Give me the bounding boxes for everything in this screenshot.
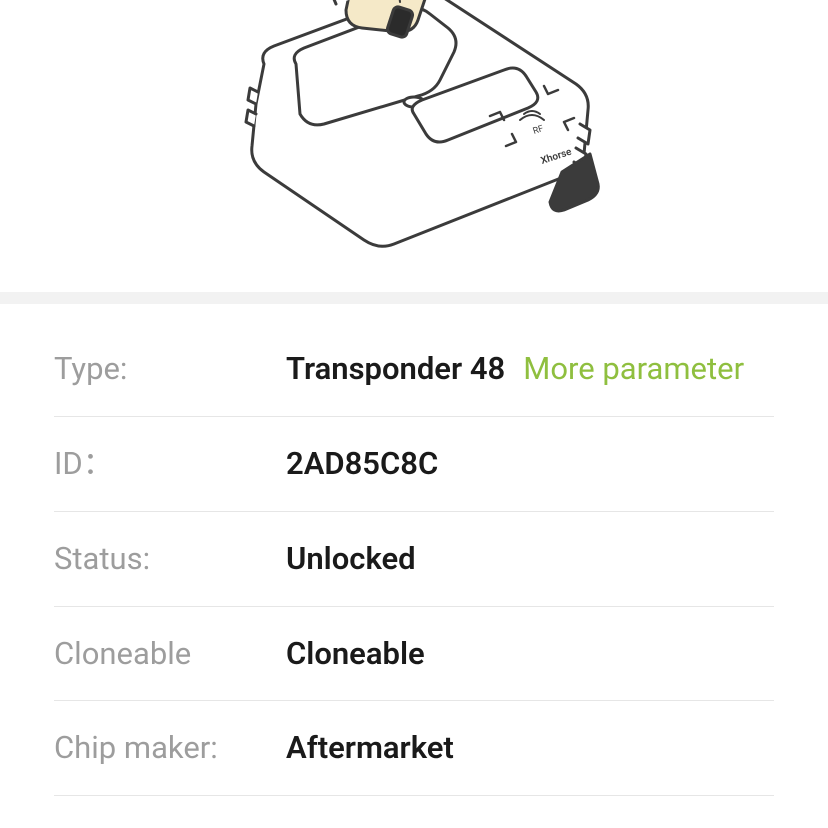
value-cloneable: Cloneable bbox=[286, 633, 425, 675]
info-table: Type: Transponder 48 More parameter ID： … bbox=[0, 304, 828, 796]
device-illustration: RF Xhorse bbox=[204, 0, 624, 274]
row-type: Type: Transponder 48 More parameter bbox=[54, 304, 774, 417]
label-id: ID： bbox=[54, 443, 286, 485]
row-id: ID： 2AD85C8C bbox=[54, 417, 774, 512]
label-type: Type: bbox=[54, 348, 286, 390]
label-status: Status: bbox=[54, 538, 286, 580]
value-type: Transponder 48 bbox=[286, 348, 505, 390]
device-illustration-area: RF Xhorse bbox=[0, 0, 828, 292]
row-status: Status: Unlocked bbox=[54, 512, 774, 607]
value-chipmaker: Aftermarket bbox=[286, 727, 454, 769]
row-chipmaker: Chip maker: Aftermarket bbox=[54, 701, 774, 796]
value-id: 2AD85C8C bbox=[286, 443, 438, 485]
label-chipmaker: Chip maker: bbox=[54, 727, 286, 769]
row-cloneable: Cloneable Cloneable bbox=[54, 607, 774, 702]
value-status: Unlocked bbox=[286, 538, 416, 580]
section-divider bbox=[0, 292, 828, 304]
label-cloneable: Cloneable bbox=[54, 633, 286, 675]
more-parameter-link[interactable]: More parameter bbox=[523, 348, 744, 390]
